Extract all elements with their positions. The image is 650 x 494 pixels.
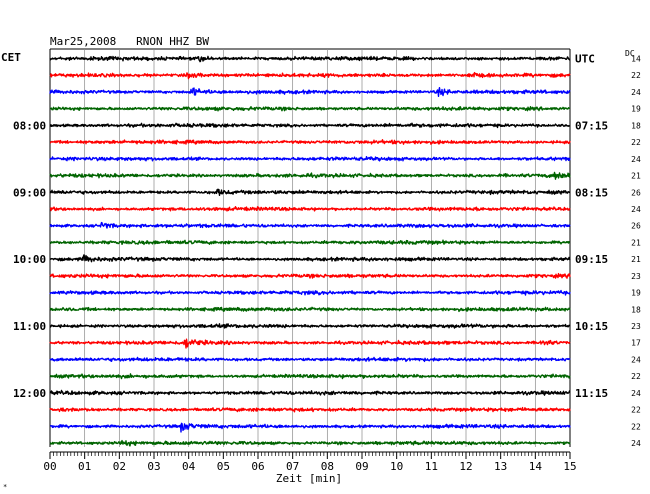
x-tick-label: 01 <box>78 460 91 473</box>
dc-offset-label: 22 <box>631 422 641 431</box>
trace-row <box>49 356 571 363</box>
dc-offset-label: 21 <box>631 238 641 247</box>
x-tick-label: 15 <box>563 460 576 473</box>
trace-row <box>49 188 571 197</box>
trace-row <box>49 254 571 263</box>
trace-row <box>49 139 571 145</box>
trace-row <box>49 272 571 279</box>
dc-offset-label: 17 <box>631 339 641 348</box>
trace-row <box>49 221 571 229</box>
chart-title: Mar25,2008 RNON HHZ BW <box>50 35 209 48</box>
dc-offset-label: 24 <box>631 439 641 448</box>
dc-offset-label: 24 <box>631 355 641 364</box>
x-tick-label: 12 <box>459 460 472 473</box>
cet-time-label: 08:00 <box>13 119 46 132</box>
dc-header: DC <box>625 49 635 58</box>
utc-time-label: 07:15 <box>575 119 608 132</box>
trace-row <box>49 406 571 413</box>
trace-row <box>49 55 571 63</box>
dc-offset-label: 22 <box>631 71 641 80</box>
trace-row <box>49 422 571 433</box>
cet-time-label: 11:00 <box>13 320 46 333</box>
dc-offset-label: 24 <box>631 389 641 398</box>
trace-row <box>49 373 571 380</box>
x-tick-label: 11 <box>425 460 438 473</box>
x-tick-label: 07 <box>286 460 299 473</box>
trace-row <box>49 239 571 246</box>
trace-row <box>49 389 571 396</box>
dc-offset-label: 26 <box>631 222 641 231</box>
x-tick-label: 13 <box>494 460 507 473</box>
dc-offset-label: 21 <box>631 172 641 181</box>
trace-row <box>49 205 571 212</box>
x-tick-label: 14 <box>529 460 543 473</box>
trace-row <box>49 155 571 162</box>
trace-row <box>49 338 571 349</box>
trace-row <box>49 306 571 313</box>
dc-offset-label: 23 <box>631 272 641 281</box>
cet-time-label: 12:00 <box>13 387 46 400</box>
x-tick-label: 03 <box>147 460 160 473</box>
trace-row <box>49 105 571 112</box>
trace-row <box>49 289 571 296</box>
dc-offset-label: 24 <box>631 88 641 97</box>
dc-offset-label: 24 <box>631 155 641 164</box>
utc-label: UTC <box>575 53 595 66</box>
x-tick-label: 06 <box>251 460 264 473</box>
trace-row <box>49 71 571 80</box>
trace-row <box>49 439 571 447</box>
dc-offset-label: 23 <box>631 322 641 331</box>
trace-row <box>49 323 571 329</box>
x-tick-label: 00 <box>43 460 56 473</box>
footer-mark: * <box>3 483 7 491</box>
trace-row <box>49 122 571 129</box>
dc-offset-label: 19 <box>631 289 641 298</box>
utc-time-label: 10:15 <box>575 320 608 333</box>
utc-time-label: 09:15 <box>575 253 608 266</box>
x-tick-label: 04 <box>182 460 196 473</box>
trace-row <box>49 86 571 97</box>
cet-label: CET <box>1 51 21 64</box>
dc-offset-label: 26 <box>631 188 641 197</box>
dc-offset-label: 22 <box>631 138 641 147</box>
x-axis-label: Zeit [min] <box>276 472 342 485</box>
trace-row <box>49 171 571 180</box>
dc-offset-label: 21 <box>631 255 641 264</box>
utc-time-label: 11:15 <box>575 387 608 400</box>
x-tick-label: 08 <box>321 460 334 473</box>
cet-time-label: 10:00 <box>13 253 46 266</box>
x-tick-label: 10 <box>390 460 403 473</box>
dc-offset-label: 22 <box>631 406 641 415</box>
dc-offset-label: 14 <box>631 55 641 64</box>
dc-offset-label: 18 <box>631 305 641 314</box>
x-tick-label: 02 <box>113 460 126 473</box>
dc-offset-label: 18 <box>631 121 641 130</box>
cet-time-label: 09:00 <box>13 186 46 199</box>
utc-time-label: 08:15 <box>575 186 608 199</box>
x-tick-label: 09 <box>355 460 368 473</box>
dc-offset-label: 22 <box>631 372 641 381</box>
dc-offset-label: 19 <box>631 105 641 114</box>
x-tick-label: 05 <box>217 460 230 473</box>
dc-offset-label: 24 <box>631 205 641 214</box>
